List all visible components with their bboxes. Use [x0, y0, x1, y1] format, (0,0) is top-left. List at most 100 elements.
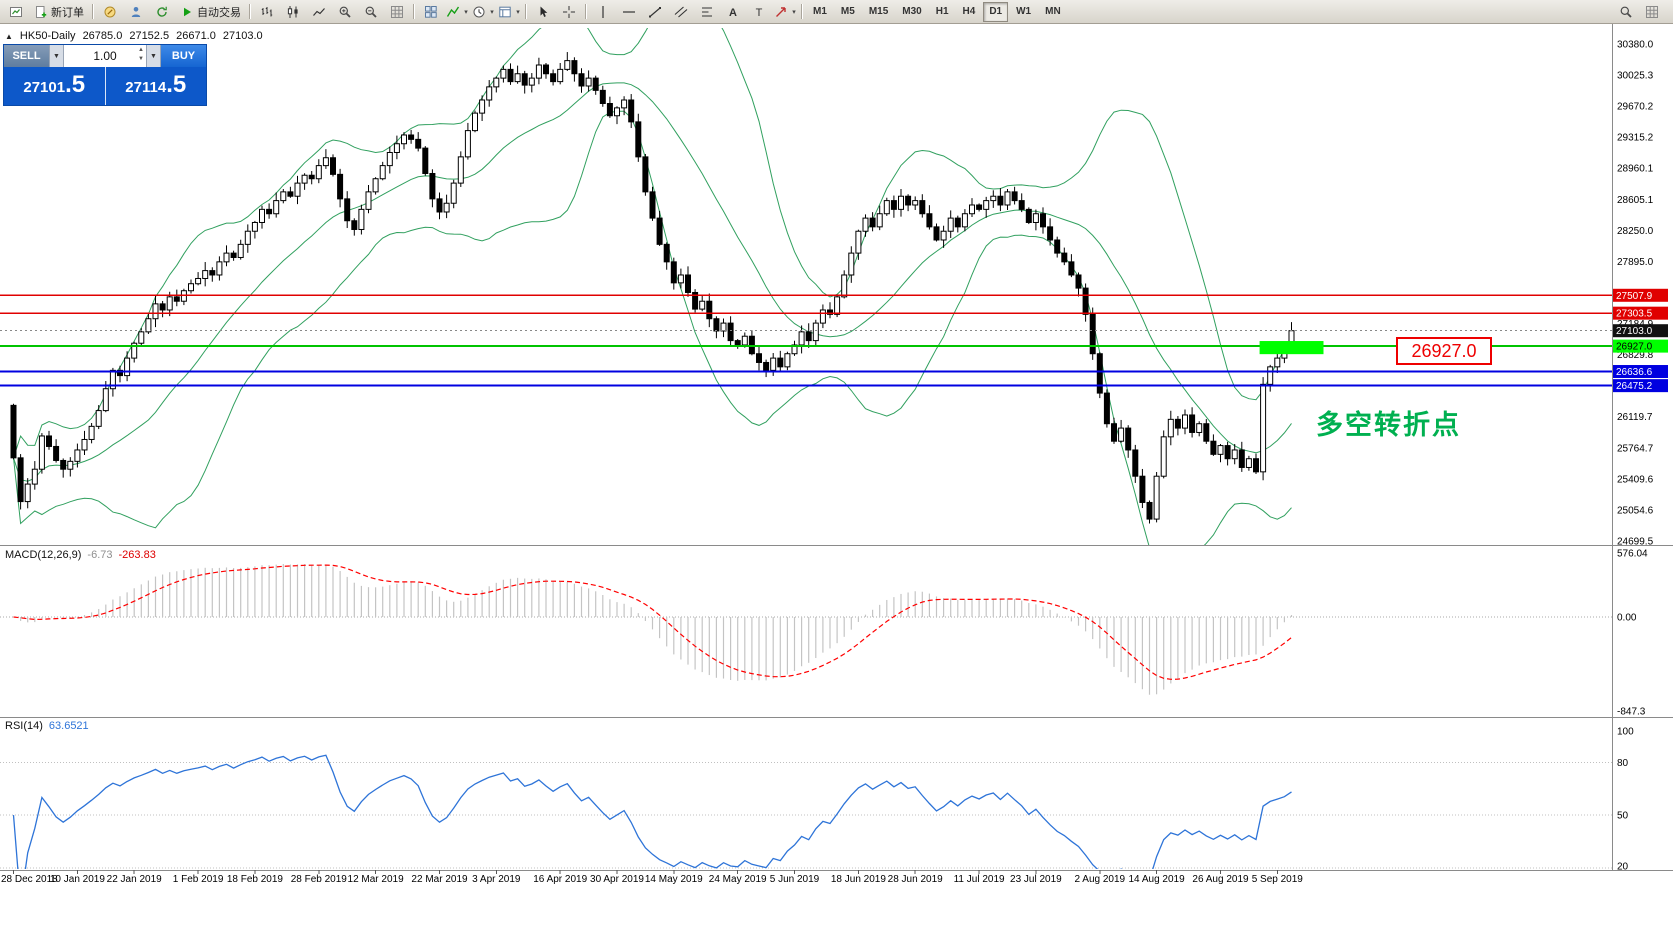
rsi-axis-label: 80 [1617, 758, 1629, 769]
one-click-panel-toggle[interactable]: ▲ [5, 31, 13, 41]
date-axis-label: 14 Aug 2019 [1129, 874, 1186, 885]
quick-menu-button[interactable] [1639, 2, 1665, 22]
toolbar-separator [525, 4, 527, 19]
date-axis-label: 22 Jan 2019 [107, 874, 162, 885]
buy-price[interactable]: 27114.5 [106, 67, 207, 105]
macd-axis-label: 0.00 [1617, 613, 1637, 624]
profile-button[interactable] [123, 2, 149, 22]
zoom-out-icon [365, 6, 377, 18]
label-icon: T [756, 7, 763, 19]
line-chart-button[interactable] [306, 2, 332, 22]
macd-name: MACD(12,26,9) [5, 549, 82, 561]
timeframe-d1[interactable]: D1 [983, 1, 1009, 22]
timeframe-m30[interactable]: M30 [902, 6, 922, 17]
price-axis-label: 27895.0 [1617, 257, 1654, 268]
bid-price-tag: 27103.0 [1616, 326, 1653, 337]
main-price-pane [0, 28, 1612, 545]
highlight-rectangle-object[interactable] [1259, 341, 1324, 355]
candlestick-chart-button[interactable] [280, 2, 306, 22]
price-axis-label: 26829.8 [1617, 350, 1654, 361]
trendline-button[interactable] [642, 2, 668, 22]
channel-icon [674, 6, 688, 17]
channel-button[interactable] [668, 2, 694, 22]
line-price-tag: 26927.0 [1616, 342, 1653, 353]
bar-chart-button[interactable] [254, 2, 280, 22]
date-axis-label: 5 Sep 2019 [1252, 874, 1304, 885]
templates-button[interactable]: ▾ [496, 2, 522, 22]
price-axis-label: 25409.6 [1617, 474, 1654, 485]
compass-icon [104, 6, 116, 17]
timeframe-mn[interactable]: MN [1045, 6, 1061, 17]
fibonacci-button[interactable] [694, 2, 720, 22]
text-icon: A [729, 7, 737, 19]
toolbar-separator [801, 4, 803, 19]
quote-close: 27103.0 [222, 30, 263, 42]
autotrading-button[interactable]: 自动交易 [175, 2, 246, 22]
volume-up-arrow[interactable]: ▲ [138, 47, 144, 53]
compass-button[interactable] [97, 2, 123, 22]
sell-price[interactable]: 27101.5 [4, 67, 106, 105]
horizontal-line-button[interactable] [616, 2, 642, 22]
vertical-line-button[interactable] [590, 2, 616, 22]
quote-low: 26671.0 [176, 30, 216, 42]
zoom-in-button[interactable] [332, 2, 358, 22]
zoom-out-button[interactable] [358, 2, 384, 22]
date-axis-label: 24 May 2019 [709, 874, 767, 885]
date-axis-label: 10 Jan 2019 [50, 874, 105, 885]
timeframe-w1[interactable]: W1 [1016, 6, 1032, 17]
refresh-icon [157, 6, 167, 17]
search-button[interactable] [1613, 2, 1639, 22]
text-button[interactable]: A [720, 2, 746, 22]
buy-options-dropdown[interactable]: ▼ [146, 45, 161, 67]
horizontal-line-icon [623, 10, 635, 13]
buy-button[interactable]: BUY [161, 45, 206, 67]
price-axis-label: 29670.2 [1617, 102, 1654, 113]
vertical-line-icon [602, 5, 604, 18]
tile-windows-icon [425, 5, 437, 18]
label-button[interactable]: T [746, 2, 772, 22]
chevron-down-icon[interactable]: ▾ [516, 8, 520, 16]
indicators-button[interactable]: ▾ [444, 2, 470, 22]
sell-options-dropdown[interactable]: ▼ [49, 45, 64, 67]
auto-arrange-icon [391, 5, 403, 18]
volume-input[interactable]: 1.00 ▲ ▼ [64, 45, 146, 67]
bar-chart-icon [261, 6, 273, 16]
price-axis-label: 30025.3 [1617, 71, 1654, 82]
periods-button[interactable]: ▾ [470, 2, 496, 22]
rsi-name: RSI(14) [5, 720, 43, 732]
crosshair-button[interactable] [556, 2, 582, 22]
timeframe-m15[interactable]: M15 [868, 6, 889, 17]
new-order-button[interactable]: 新订单 [29, 2, 89, 22]
timeframe-m1[interactable]: M1 [813, 6, 827, 17]
toolbar-separator [92, 4, 94, 19]
trade-panel-prices: 27101.5 27114.5 [4, 67, 206, 105]
macd-indicator-label: MACD(12,26,9) -6.73 -263.83 [5, 549, 156, 561]
profile-icon [131, 6, 141, 17]
app-button[interactable] [3, 2, 29, 22]
timeframe-h4[interactable]: H4 [962, 6, 976, 17]
sell-button[interactable]: SELL [4, 45, 49, 67]
shapes-icon [776, 6, 786, 17]
volume-down-arrow[interactable]: ▼ [138, 56, 144, 62]
refresh-button[interactable] [149, 2, 175, 22]
quick-menu-icon [1646, 5, 1658, 18]
timeframe-h1[interactable]: H1 [935, 6, 949, 17]
price-axis-label: 25764.7 [1617, 443, 1654, 454]
line-price-tag: 27507.9 [1616, 291, 1653, 302]
shapes-button[interactable]: ▾ [772, 2, 798, 22]
volume-value: 1.00 [93, 49, 117, 63]
date-axis-label: 28 Feb 2019 [291, 874, 348, 885]
chevron-down-icon[interactable]: ▾ [464, 8, 468, 16]
date-axis-label: 3 Apr 2019 [472, 874, 521, 885]
auto-arrange-button[interactable] [384, 2, 410, 22]
cursor-button[interactable] [530, 2, 556, 22]
candles-layer [10, 52, 1295, 524]
tile-windows-button[interactable] [418, 2, 444, 22]
timeframe-m5[interactable]: M5 [840, 6, 855, 17]
buy-price-main: 27114 [125, 79, 167, 96]
chevron-down-icon[interactable]: ▾ [490, 8, 494, 16]
price-axis-label: 24699.5 [1617, 536, 1654, 547]
chevron-down-icon[interactable]: ▾ [792, 8, 796, 16]
